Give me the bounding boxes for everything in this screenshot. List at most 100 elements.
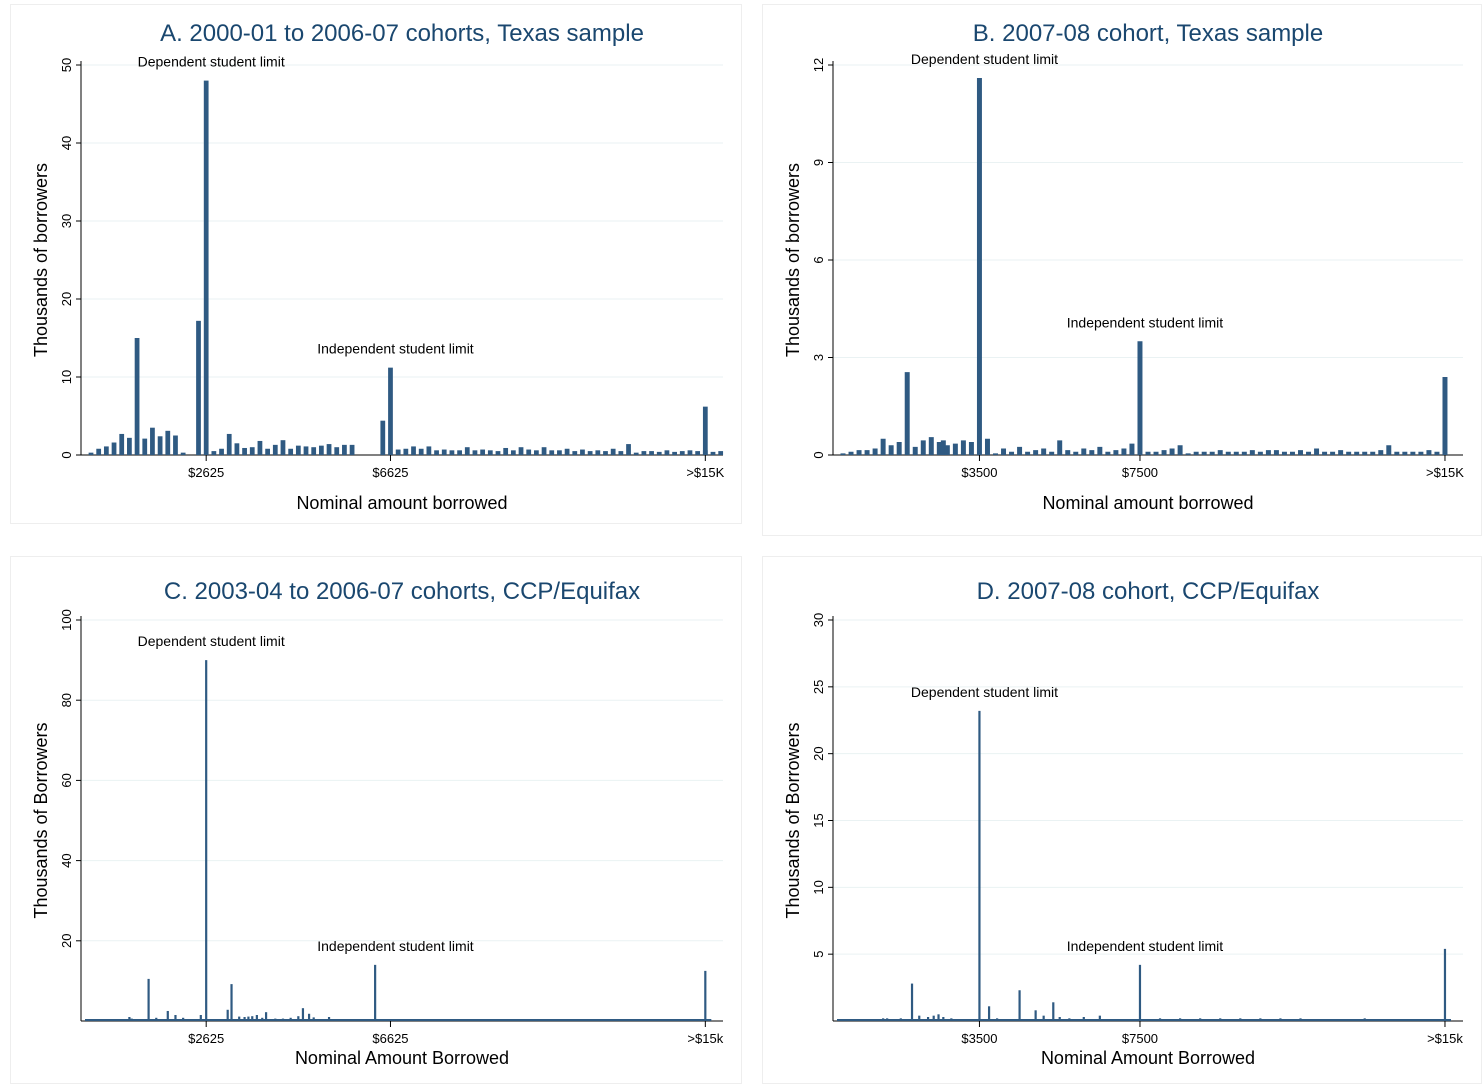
chart-title: C. 2003-04 to 2006-07 cohorts, CCP/Equif… <box>164 578 640 605</box>
panel-c: C. 2003-04 to 2006-07 cohorts, CCP/Equif… <box>10 556 742 1084</box>
annotation-label: Independent student limit <box>1067 938 1224 954</box>
bar <box>1169 448 1175 455</box>
bar <box>541 447 547 455</box>
bar <box>1289 451 1295 455</box>
bar <box>127 437 132 455</box>
bar <box>1105 451 1111 455</box>
bar <box>603 451 608 455</box>
chart-title: B. 2007-08 cohort, Texas sample <box>973 20 1323 47</box>
bar <box>1185 453 1191 455</box>
bar <box>1346 451 1352 455</box>
bar <box>311 447 317 455</box>
bar <box>856 450 862 455</box>
bar <box>526 449 532 455</box>
bar <box>464 447 470 455</box>
y-tick-label: 10 <box>811 880 826 894</box>
bar <box>418 448 424 455</box>
bar <box>1009 451 1015 455</box>
bar <box>1193 451 1199 455</box>
bar <box>587 451 593 455</box>
bar <box>180 452 186 455</box>
bar <box>1394 451 1400 455</box>
bar <box>1153 451 1159 455</box>
bar <box>702 406 708 455</box>
bar <box>288 448 294 455</box>
bar <box>211 451 217 455</box>
bar <box>1161 450 1167 455</box>
bar <box>580 449 585 455</box>
annotation-label: Dependent student limit <box>138 633 285 649</box>
bar <box>952 443 958 455</box>
bar <box>993 453 998 455</box>
bar <box>1378 450 1384 455</box>
annotation-label: Dependent student limit <box>911 684 1058 700</box>
y-tick-label: 10 <box>59 370 74 384</box>
y-tick-label: 25 <box>811 680 826 694</box>
y-axis-label: Thousands of Borrowers <box>783 722 803 918</box>
bar <box>572 451 578 455</box>
x-tick-label: $7500 <box>1122 465 1158 480</box>
y-tick-label: 20 <box>59 934 74 948</box>
bar <box>944 445 950 455</box>
bar <box>718 451 724 455</box>
y-tick-label: 20 <box>811 746 826 760</box>
bar <box>940 440 946 455</box>
bar <box>880 438 886 455</box>
y-tick-label: 40 <box>59 853 74 867</box>
bar <box>388 367 393 455</box>
bar <box>1434 451 1440 455</box>
bar <box>480 449 486 455</box>
bar <box>1041 448 1047 455</box>
bar <box>449 450 455 455</box>
bar <box>380 420 386 455</box>
bar <box>1370 451 1376 455</box>
bar <box>1426 450 1432 455</box>
bar <box>1386 445 1392 455</box>
bar <box>1338 450 1344 455</box>
y-tick-label: 0 <box>59 451 74 458</box>
bar <box>1410 451 1416 455</box>
bar <box>534 450 539 455</box>
y-tick-label: 30 <box>59 214 74 228</box>
bar <box>326 444 332 455</box>
bar <box>1001 448 1007 455</box>
bar <box>1362 451 1368 455</box>
y-tick-label: 40 <box>59 136 74 150</box>
x-tick-label: >$15K <box>686 465 724 480</box>
chart-title: D. 2007-08 cohort, CCP/Equifax <box>977 578 1320 605</box>
bar <box>1129 443 1135 455</box>
bar <box>1201 451 1207 455</box>
x-tick-label: $3500 <box>961 465 997 480</box>
bar <box>888 445 894 455</box>
y-tick-label: 3 <box>811 354 826 361</box>
bar <box>1354 451 1360 455</box>
bar <box>984 438 990 455</box>
bar <box>242 447 247 455</box>
x-tick-label: >$15k <box>687 1031 723 1046</box>
x-tick-label: $2625 <box>188 1031 224 1046</box>
bar <box>395 449 401 455</box>
bar <box>1314 448 1320 455</box>
bar <box>679 451 685 455</box>
bar <box>1330 451 1336 455</box>
x-tick-label: $6625 <box>372 1031 408 1046</box>
bar <box>1057 440 1063 455</box>
bar <box>840 453 846 455</box>
x-tick-label: >$15K <box>1426 465 1464 480</box>
panel-b: B. 2007-08 cohort, Texas sample 0 3 6 9 12 $35… <box>762 4 1482 536</box>
x-tick-label: $3500 <box>961 1031 997 1046</box>
bar <box>88 452 94 455</box>
bar <box>272 444 278 455</box>
bar <box>649 451 654 455</box>
bar <box>265 448 270 455</box>
annotation-label: Independent student limit <box>317 341 474 357</box>
bar <box>280 440 286 455</box>
bar <box>1265 450 1271 455</box>
bar <box>672 451 677 455</box>
y-tick-label: 15 <box>811 813 826 827</box>
bar <box>920 440 926 455</box>
bar <box>318 445 324 455</box>
bar <box>1121 448 1127 455</box>
bar <box>1065 450 1071 455</box>
bar <box>1241 451 1247 455</box>
